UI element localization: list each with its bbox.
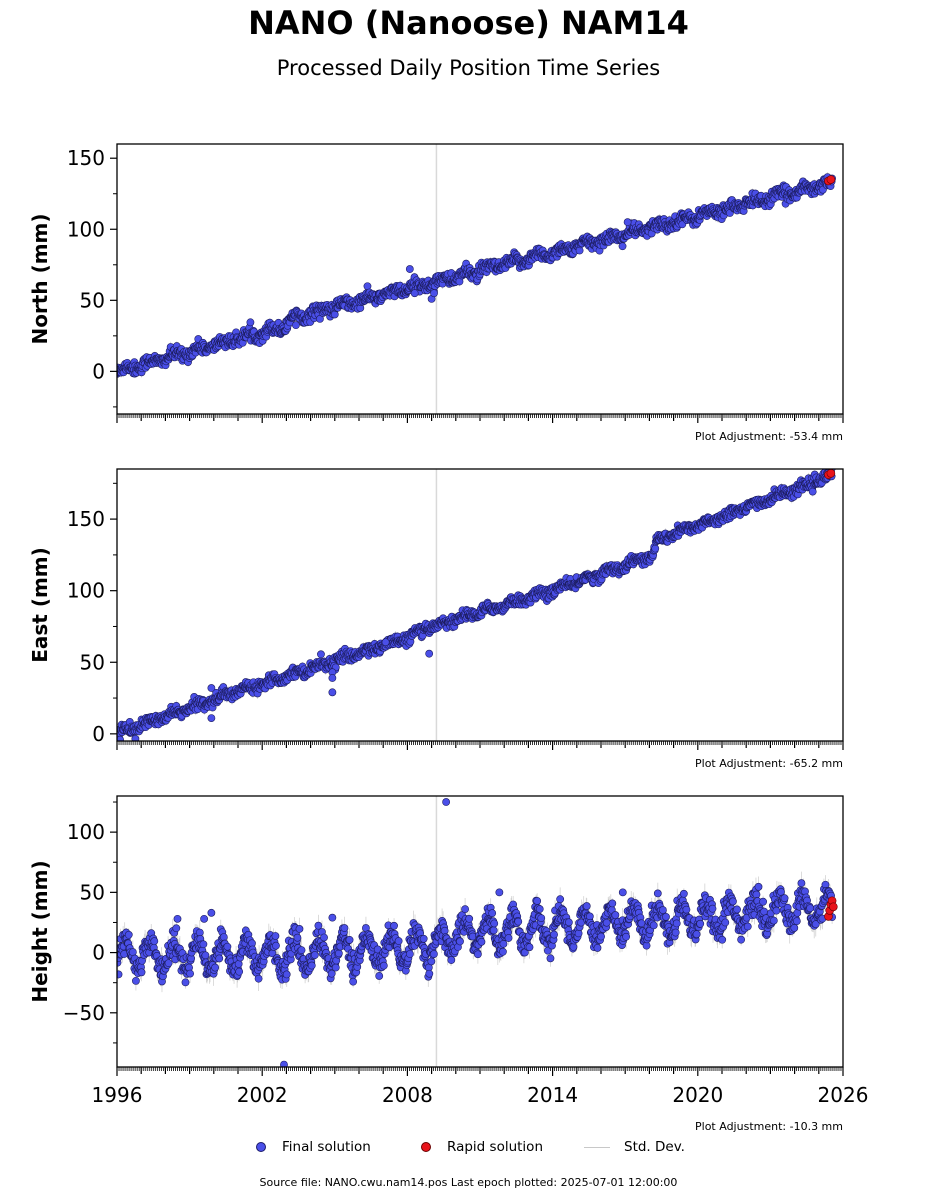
final-point [292,321,300,330]
outlier-point [405,265,414,273]
final-point [330,310,339,319]
final-point [246,318,255,327]
x-axis [116,414,844,423]
chart-subtitle: Processed Daily Position Time Series [276,56,661,80]
final-solution-points [117,469,836,741]
y-tick-label: 0 [92,359,105,383]
final-point [131,734,140,741]
final-point [618,242,627,251]
rapid-point [826,175,836,184]
y-tick-label: 150 [67,146,105,170]
outlier-point [623,218,632,227]
y-axis-label: North (mm) [28,213,52,344]
plot-area [117,144,837,414]
y-tick-label: 100 [67,217,105,241]
outlier-point [410,289,419,298]
final-point [317,650,325,659]
y-axis: 0 50 100 150 [67,146,117,408]
final-point [117,735,124,741]
y-tick-label: 50 [80,288,105,312]
north-panel: 0 50 100 150 North (mm) Plot Adjustment: -53.… [28,143,844,443]
outlier-point [430,289,438,298]
plot-adjustment-note: Plot Adjustment: -53.4 mm [695,430,843,443]
chart-title: NANO (Nanoose) NAM14 [248,4,689,42]
final-solution-points [117,173,837,378]
std-dev-bars [117,469,833,741]
plot-area [117,469,836,741]
rapid-solution-points [824,175,836,186]
